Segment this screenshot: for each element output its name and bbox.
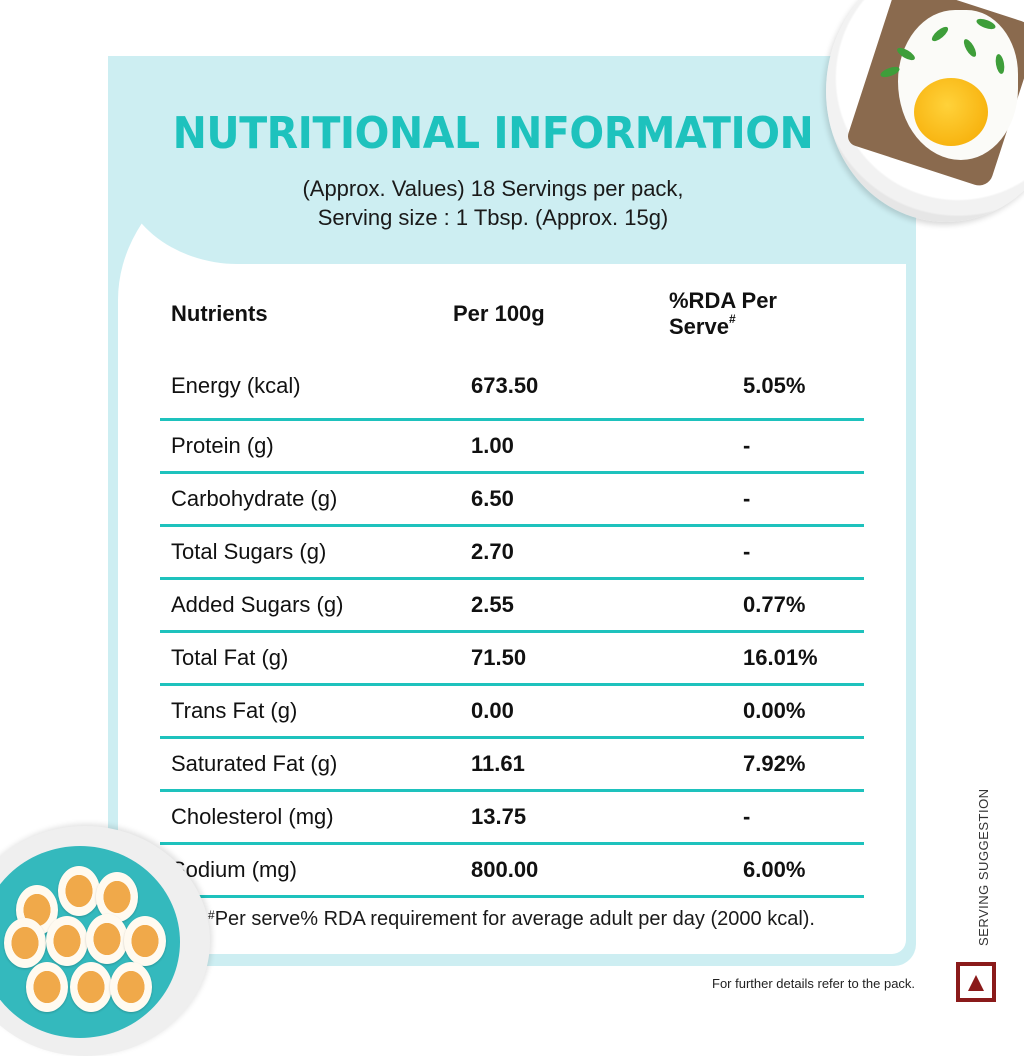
egg-half: [96, 872, 138, 922]
header-rda: %RDA Per Serve#: [669, 288, 777, 339]
table-row: Total Fat (g) 71.50 16.01%: [160, 633, 864, 686]
egg-half: [70, 962, 112, 1012]
egg-half: [26, 962, 68, 1012]
table-row: Energy (kcal) 673.50 5.05%: [160, 354, 864, 421]
rda-marker: #: [728, 312, 736, 326]
yolk-shape: [914, 78, 988, 146]
table-row: Saturated Fat (g) 11.61 7.92%: [160, 739, 864, 792]
rda-footnote: #Per serve% RDA requirement for average …: [208, 908, 815, 930]
egg-half: [58, 866, 100, 916]
table-row: Trans Fat (g) 0.00 0.00%: [160, 686, 864, 739]
header-band: [118, 56, 906, 264]
table-row: Cholesterol (mg) 13.75 -: [160, 792, 864, 845]
header-per100g: Per 100g: [453, 301, 545, 326]
table-row: Sodium (mg) 800.00 6.00%: [160, 845, 864, 898]
header-nutrients: Nutrients: [171, 301, 268, 326]
egg-half: [124, 916, 166, 966]
egg-half: [46, 916, 88, 966]
egg-half: [4, 918, 46, 968]
subtitle-servings: (Approx. Values) 18 Servings per pack,: [302, 176, 684, 201]
table-header: Nutrients Per 100g %RDA Per Serve#: [160, 288, 864, 339]
non-veg-mark-icon: [956, 962, 996, 1002]
subtitle-serving-size: Serving size : 1 Tbsp. (Approx. 15g): [317, 205, 669, 230]
table-row: Carbohydrate (g) 6.50 -: [160, 474, 864, 527]
triangle-icon: [968, 975, 984, 991]
pack-note: For further details refer to the pack.: [712, 976, 916, 991]
serving-suggestion-label: SERVING SUGGESTION: [976, 788, 991, 946]
egg-half: [110, 962, 152, 1012]
page-title: NUTRITIONAL INFORMATION: [172, 108, 814, 159]
table-row: Total Sugars (g) 2.70 -: [160, 527, 864, 580]
table-row: Protein (g) 1.00 -: [160, 421, 864, 474]
table-row: Added Sugars (g) 2.55 0.77%: [160, 580, 864, 633]
nutrition-table: Nutrients Per 100g %RDA Per Serve# Energ…: [160, 288, 864, 898]
egg-half: [86, 914, 128, 964]
